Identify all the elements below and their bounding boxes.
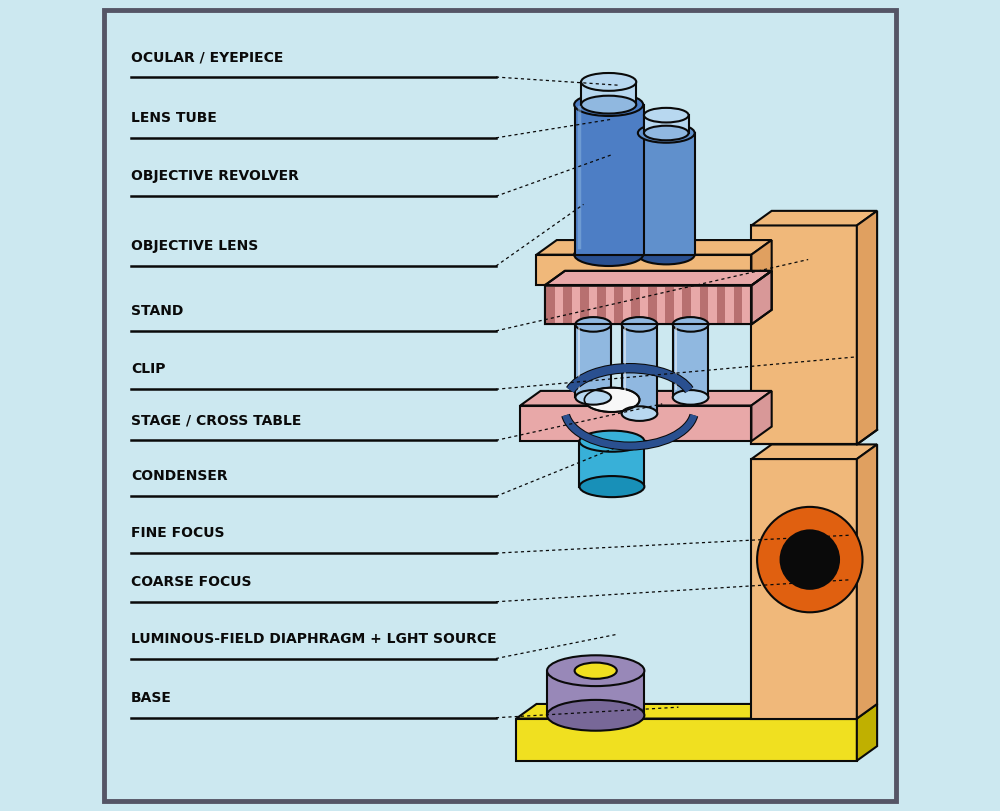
Ellipse shape xyxy=(574,93,643,116)
Bar xyxy=(691,287,700,323)
Ellipse shape xyxy=(757,507,863,612)
Bar xyxy=(631,287,640,323)
Bar xyxy=(708,287,717,323)
Bar xyxy=(546,287,555,323)
Ellipse shape xyxy=(673,317,708,332)
Polygon shape xyxy=(751,271,772,324)
Bar xyxy=(547,671,644,715)
Text: CLIP: CLIP xyxy=(131,363,165,376)
Bar xyxy=(545,285,751,324)
Bar xyxy=(674,287,682,323)
Ellipse shape xyxy=(579,476,644,497)
Ellipse shape xyxy=(581,96,636,114)
Ellipse shape xyxy=(574,243,643,266)
Ellipse shape xyxy=(781,530,839,589)
Text: STAND: STAND xyxy=(131,304,183,318)
Ellipse shape xyxy=(638,123,695,143)
Bar xyxy=(657,287,665,323)
Text: CONDENSER: CONDENSER xyxy=(131,470,228,483)
Bar xyxy=(734,287,742,323)
Bar xyxy=(700,287,708,323)
Bar xyxy=(638,133,695,255)
Text: BASE: BASE xyxy=(131,691,172,705)
Polygon shape xyxy=(536,240,772,255)
Ellipse shape xyxy=(644,108,689,122)
Ellipse shape xyxy=(575,317,611,332)
Polygon shape xyxy=(751,391,772,441)
Polygon shape xyxy=(751,240,772,285)
Bar xyxy=(597,287,606,323)
Bar xyxy=(589,287,597,323)
Polygon shape xyxy=(857,211,877,444)
Text: LUMINOUS-FIELD DIAPHRAGM + LGHT SOURCE: LUMINOUS-FIELD DIAPHRAGM + LGHT SOURCE xyxy=(131,632,497,646)
Text: LENS TUBE: LENS TUBE xyxy=(131,111,217,125)
Bar xyxy=(725,287,734,323)
Text: STAGE / CROSS TABLE: STAGE / CROSS TABLE xyxy=(131,414,301,427)
Bar xyxy=(516,719,857,761)
Polygon shape xyxy=(545,271,772,285)
Bar xyxy=(751,459,857,719)
Text: COARSE FOCUS: COARSE FOCUS xyxy=(131,575,251,589)
Text: OCULAR / EYEPIECE: OCULAR / EYEPIECE xyxy=(131,50,283,64)
Polygon shape xyxy=(751,444,877,459)
Polygon shape xyxy=(857,704,877,761)
Bar xyxy=(648,287,657,323)
Ellipse shape xyxy=(581,73,636,91)
Bar xyxy=(742,287,751,323)
Bar xyxy=(581,82,636,105)
Bar xyxy=(622,324,657,414)
Bar xyxy=(623,287,631,323)
Bar xyxy=(575,105,644,255)
Bar xyxy=(580,287,589,323)
Bar xyxy=(572,287,580,323)
Bar xyxy=(682,287,691,323)
Bar xyxy=(555,287,563,323)
Polygon shape xyxy=(516,704,877,719)
Bar xyxy=(751,225,857,444)
Bar xyxy=(575,324,611,397)
Polygon shape xyxy=(520,391,772,406)
Bar xyxy=(644,115,689,133)
Bar xyxy=(665,287,674,323)
Ellipse shape xyxy=(547,655,644,686)
Text: OBJECTIVE REVOLVER: OBJECTIVE REVOLVER xyxy=(131,169,299,183)
Bar xyxy=(520,406,751,441)
Ellipse shape xyxy=(579,431,644,452)
Ellipse shape xyxy=(575,390,611,405)
Ellipse shape xyxy=(622,317,657,332)
Ellipse shape xyxy=(575,663,617,679)
Ellipse shape xyxy=(638,245,695,264)
Text: FINE FOCUS: FINE FOCUS xyxy=(131,526,224,540)
Bar xyxy=(606,287,614,323)
Ellipse shape xyxy=(622,406,657,421)
Bar xyxy=(536,255,751,285)
Bar xyxy=(563,287,572,323)
Polygon shape xyxy=(751,211,877,225)
Bar xyxy=(614,287,623,323)
Bar xyxy=(545,285,751,324)
Ellipse shape xyxy=(644,126,689,140)
Bar xyxy=(640,287,648,323)
Bar xyxy=(673,324,708,397)
Ellipse shape xyxy=(584,388,639,412)
Text: OBJECTIVE LENS: OBJECTIVE LENS xyxy=(131,239,258,253)
Ellipse shape xyxy=(547,700,644,731)
Ellipse shape xyxy=(673,390,708,405)
Bar xyxy=(717,287,725,323)
Bar xyxy=(579,441,644,487)
Polygon shape xyxy=(857,444,877,719)
